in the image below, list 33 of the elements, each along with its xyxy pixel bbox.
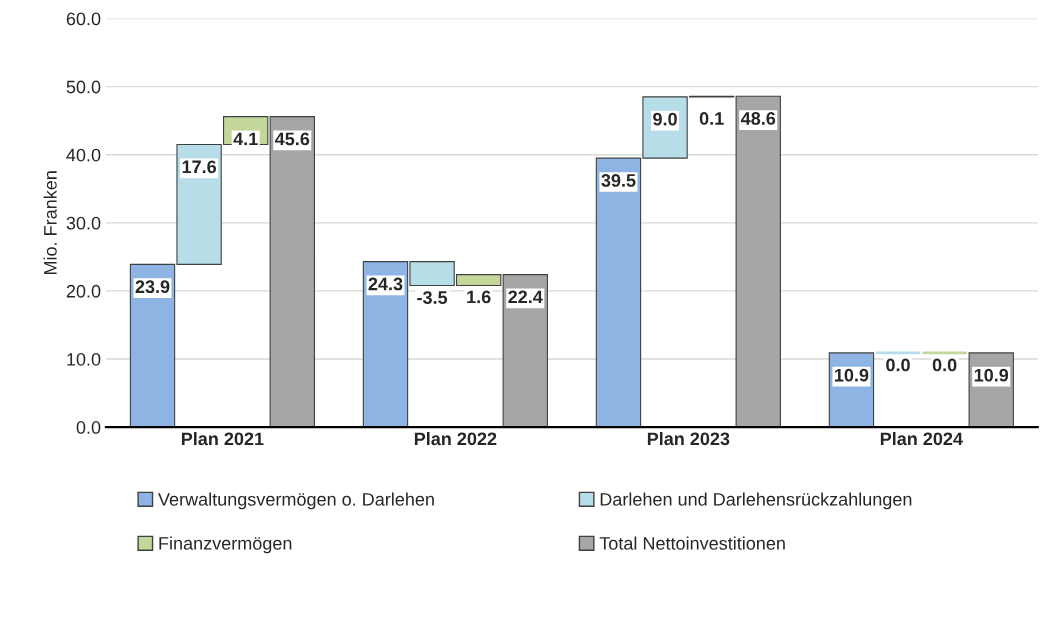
- legend-label: Finanzvermögen: [159, 536, 292, 554]
- data-label: 10.9: [835, 368, 869, 382]
- data-label: 10.9: [974, 368, 1009, 382]
- data-label: 24.3: [368, 277, 403, 291]
- data-label: 45.6: [274, 132, 310, 146]
- data-label: 0.0: [886, 358, 910, 372]
- data-label: -3.5: [417, 291, 448, 304]
- x-tick-label: Plan 2024: [880, 431, 963, 446]
- y-tick-label: 30.0: [66, 216, 101, 230]
- data-label: 0.0: [932, 358, 957, 372]
- y-tick-label: 0.0: [76, 421, 101, 434]
- legend-label: Total Nettoinvestitionen: [599, 536, 785, 550]
- data-label: 48.6: [740, 112, 776, 125]
- data-label: 4.1: [233, 132, 258, 146]
- y-tick-label: 60.0: [66, 12, 101, 26]
- data-label: 0.1: [699, 112, 724, 125]
- data-label: 17.6: [182, 160, 217, 174]
- x-tick-label: Plan 2021: [181, 431, 264, 446]
- legend-label: Darlehen und Darlehensrückzahlungen: [600, 492, 912, 510]
- y-tick-label: 40.0: [66, 148, 101, 162]
- data-label: 9.0: [653, 112, 677, 126]
- x-tick-label: Plan 2022: [414, 431, 497, 446]
- legend-label: Verwaltungsvermögen o. Darlehen: [158, 492, 434, 510]
- y-tick-label: 10.0: [67, 352, 101, 366]
- data-label: 23.9: [135, 280, 170, 294]
- x-tick-label: Plan 2023: [647, 431, 730, 446]
- data-label: 1.6: [467, 290, 491, 304]
- y-axis-title: Mio. Franken: [43, 171, 57, 275]
- y-tick-label: 20.0: [66, 284, 101, 298]
- y-tick-label: 50.0: [66, 80, 101, 94]
- bar: [269, 116, 315, 428]
- data-label: 22.4: [508, 290, 543, 304]
- data-label: 39.5: [601, 174, 636, 187]
